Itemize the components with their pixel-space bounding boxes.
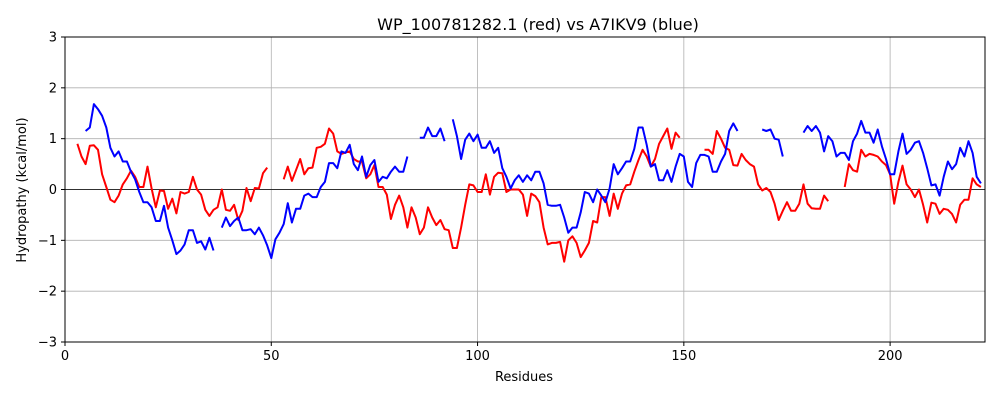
series-0-segment-2 (704, 130, 830, 221)
x-axis-label: Residues (495, 370, 553, 385)
y-tick-label: −1 (38, 234, 57, 249)
chart-title: WP_100781282.1 (red) vs A7IKV9 (blue) (377, 15, 699, 35)
x-tick-label: 0 (61, 349, 69, 364)
y-tick-label: −2 (38, 285, 57, 300)
y-tick-label: 2 (49, 81, 57, 96)
x-tick-label: 200 (878, 349, 903, 364)
x-tick-label: 150 (671, 349, 696, 364)
series-0-segment-1 (282, 127, 681, 263)
plot-area: 0 50 100 150 200 −3 −2 −1 0 1 2 3 (38, 31, 986, 364)
series-1-segment-5 (802, 119, 982, 197)
series-1-segment-4 (761, 128, 784, 157)
x-tick-label: 100 (465, 349, 490, 364)
series-1-segment-2 (419, 126, 446, 142)
series-1-segment-0 (84, 103, 215, 256)
series-0-segment-0 (76, 143, 269, 221)
y-tick-label: 3 (49, 31, 57, 46)
y-tick-label: −3 (38, 336, 57, 351)
series-0-segment-3 (843, 148, 982, 224)
y-tick-label: 1 (49, 132, 57, 147)
y-tick-label: 0 (49, 183, 57, 198)
x-tick-label: 50 (263, 349, 280, 364)
y-axis-label: Hydropathy (kcal/mol) (15, 117, 30, 262)
series-1-segment-1 (220, 143, 409, 260)
series-1-segment-3 (451, 119, 739, 234)
